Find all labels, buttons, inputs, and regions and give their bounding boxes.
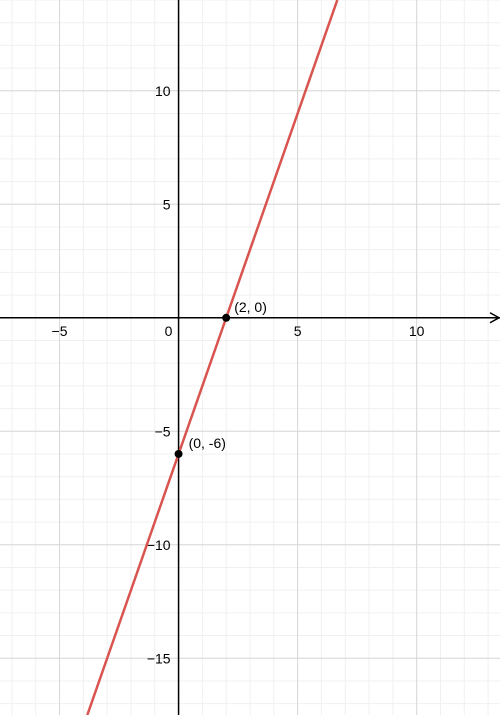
point-label: (0, -6) <box>189 435 226 451</box>
y-tick-label: −5 <box>155 423 171 439</box>
plot-line <box>87 0 337 715</box>
chart-container: −5 0 5 10 −15 −10 −5 5 10 (2, 0) (0, -6) <box>0 0 500 715</box>
x-tick-label: 10 <box>409 323 425 339</box>
y-tick-label: −10 <box>147 537 171 553</box>
regression-line <box>87 0 337 715</box>
data-point <box>175 450 183 458</box>
x-tick-label: −5 <box>52 323 68 339</box>
y-tick-label: 5 <box>163 196 171 212</box>
line-chart: −5 0 5 10 −15 −10 −5 5 10 (2, 0) (0, -6) <box>0 0 500 715</box>
y-tick-label: −15 <box>147 650 171 666</box>
data-points: (2, 0) (0, -6) <box>175 299 267 458</box>
point-label: (2, 0) <box>234 299 267 315</box>
grid-minor <box>0 0 500 715</box>
y-tick-label: 10 <box>155 83 171 99</box>
x-tick-label: 0 <box>165 323 173 339</box>
x-tick-label: 5 <box>294 323 302 339</box>
data-point <box>222 314 230 322</box>
